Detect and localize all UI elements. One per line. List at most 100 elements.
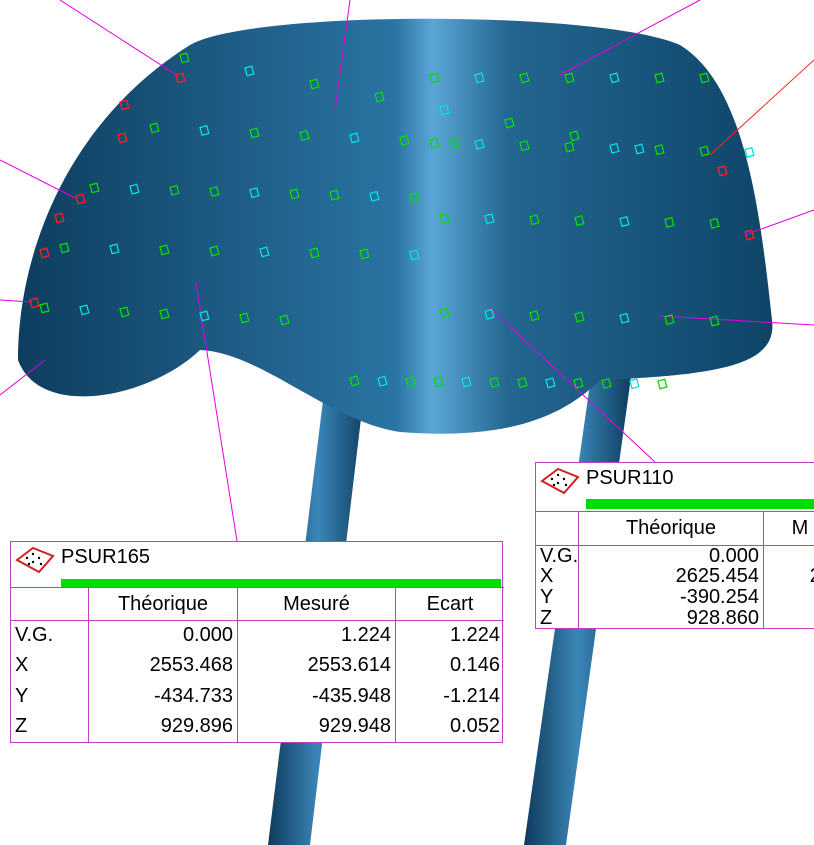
point <box>109 243 120 255</box>
cell: -435.948 <box>238 681 396 712</box>
point <box>717 165 728 177</box>
point <box>409 249 420 261</box>
point <box>654 144 665 156</box>
point <box>374 91 385 103</box>
cell <box>764 545 814 566</box>
point <box>429 72 440 84</box>
point <box>609 142 620 154</box>
cell: Y <box>536 587 579 608</box>
point <box>249 127 260 139</box>
cell: 0.146 <box>449 654 500 677</box>
cell: 929.948 <box>238 711 396 742</box>
point <box>309 78 320 90</box>
cell: -390.254 <box>579 587 764 608</box>
leader <box>0 359 46 396</box>
cell: -3 <box>764 587 814 608</box>
point <box>29 297 40 309</box>
cell: X <box>11 650 89 681</box>
leader <box>0 299 33 303</box>
point <box>405 375 416 388</box>
cell: V.G. <box>536 545 579 566</box>
point <box>569 130 580 142</box>
point <box>179 52 190 64</box>
cell: 0.000 <box>579 545 764 566</box>
point <box>574 215 585 227</box>
point <box>429 137 440 149</box>
point <box>461 376 472 388</box>
point <box>169 184 180 196</box>
point <box>529 214 540 226</box>
point <box>439 307 450 319</box>
point <box>59 242 70 254</box>
cell: Théorique <box>579 511 764 545</box>
point <box>564 141 575 153</box>
point <box>259 246 270 258</box>
point <box>634 143 645 155</box>
cell: 2553.468 <box>89 650 238 681</box>
point <box>564 72 575 84</box>
point <box>619 312 630 324</box>
point <box>529 310 540 322</box>
point <box>664 314 675 326</box>
point <box>129 183 140 195</box>
cell: Théorique <box>89 587 238 620</box>
point <box>159 244 170 256</box>
point <box>657 378 668 390</box>
point <box>519 140 530 152</box>
point <box>449 137 460 149</box>
point <box>209 185 220 198</box>
point <box>664 216 675 229</box>
cell: Ecart <box>396 587 504 620</box>
point <box>409 191 420 204</box>
point <box>629 378 640 390</box>
point <box>504 117 515 129</box>
cell: V.G. <box>11 620 89 651</box>
point <box>474 72 485 84</box>
data-table: PSUR165 Théorique Mesuré Ecart V.G. 0.000 1.22… <box>10 541 504 743</box>
point <box>89 182 100 194</box>
point <box>744 229 755 241</box>
leader <box>744 209 814 236</box>
point <box>149 122 160 134</box>
cell <box>536 511 579 545</box>
point <box>574 311 585 323</box>
cell: 929.896 <box>89 711 238 742</box>
point <box>377 375 388 387</box>
status-bar <box>61 579 501 587</box>
point <box>699 72 710 84</box>
cell: -434.733 <box>89 681 238 712</box>
point <box>609 72 620 84</box>
point <box>199 124 210 137</box>
point <box>349 375 360 387</box>
cell: Mesuré <box>238 587 396 620</box>
cell: Y <box>11 681 89 712</box>
point <box>239 312 250 324</box>
point <box>79 304 90 316</box>
point <box>744 146 755 158</box>
point <box>199 310 210 322</box>
point <box>369 190 380 202</box>
point <box>474 138 485 150</box>
point <box>117 132 128 144</box>
point <box>433 376 444 388</box>
point <box>439 212 450 224</box>
leader <box>334 0 351 111</box>
leader <box>709 59 814 156</box>
cell: 928.860 <box>579 608 764 629</box>
point <box>709 315 720 327</box>
point <box>244 65 255 77</box>
status-bar <box>586 499 814 509</box>
point <box>439 104 450 116</box>
point <box>545 377 556 389</box>
point <box>699 145 710 157</box>
table-title: PSUR110 <box>586 467 674 489</box>
data-table: PSUR110ThéoriqueMV.G.0.000X2625.45426Y-3… <box>535 462 814 629</box>
cell: 2625.454 <box>579 566 764 587</box>
table-title: PSUR165 <box>61 546 150 568</box>
point <box>299 129 310 142</box>
point <box>573 377 584 389</box>
cell: 9 <box>764 608 814 629</box>
point <box>75 193 86 205</box>
point <box>489 376 500 388</box>
